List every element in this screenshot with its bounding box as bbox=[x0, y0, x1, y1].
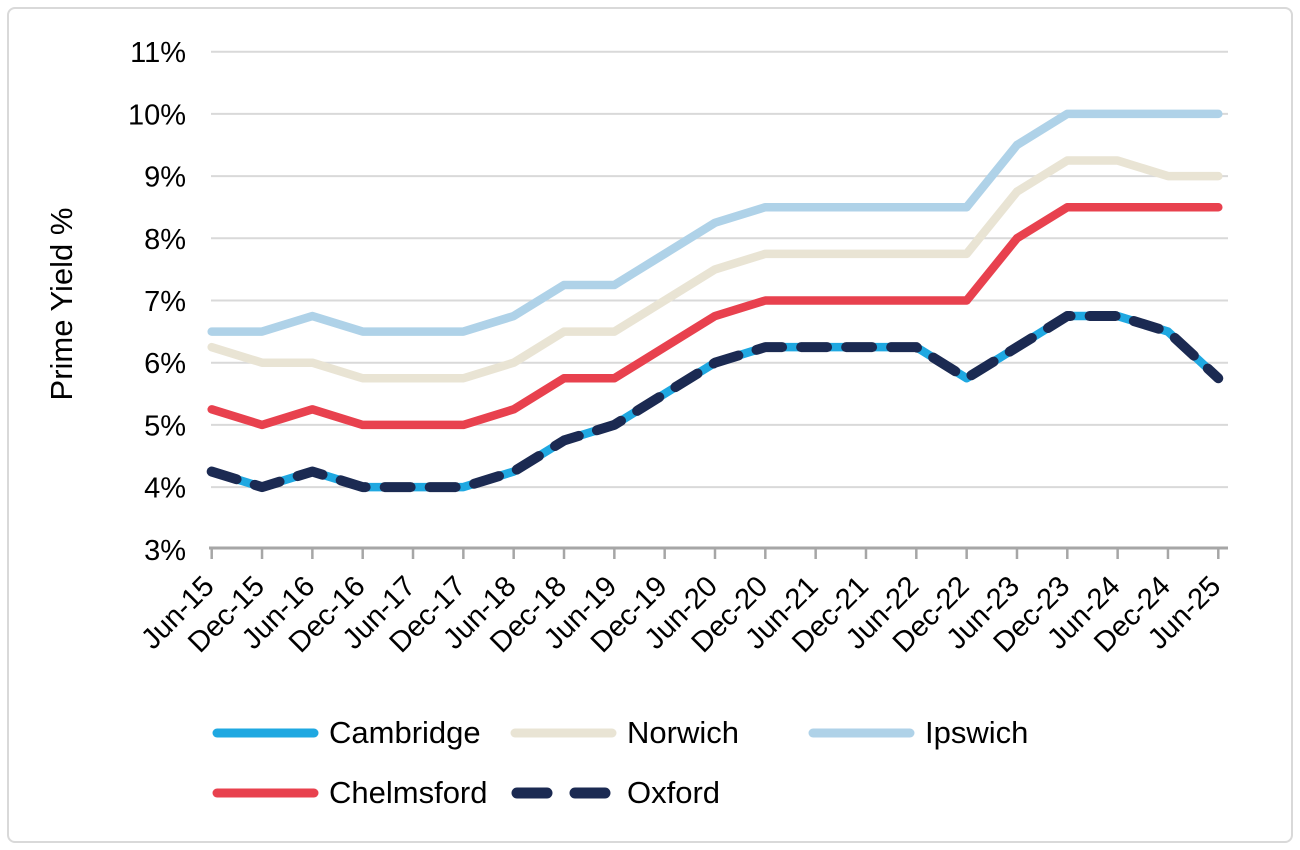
y-axis-title: Prime Yield % bbox=[44, 207, 79, 401]
series-line-chelmsford bbox=[207, 202, 1223, 430]
y-tick-label: 7% bbox=[144, 286, 186, 318]
y-tick-label: 6% bbox=[144, 348, 186, 380]
y-tick-label: 8% bbox=[144, 224, 186, 256]
y-tick-label: 5% bbox=[144, 410, 186, 442]
y-tick-label: 10% bbox=[128, 99, 186, 131]
series-line-oxford bbox=[206, 311, 1224, 493]
series-line-cambridge bbox=[207, 311, 1223, 492]
y-tick-label: 11% bbox=[130, 37, 186, 69]
y-tick-label: 4% bbox=[144, 473, 186, 505]
series-line-norwich bbox=[207, 156, 1223, 383]
y-tick-label: 9% bbox=[144, 162, 186, 194]
y-tick-label: 3% bbox=[144, 535, 186, 567]
series-line-ipswich bbox=[207, 109, 1223, 336]
